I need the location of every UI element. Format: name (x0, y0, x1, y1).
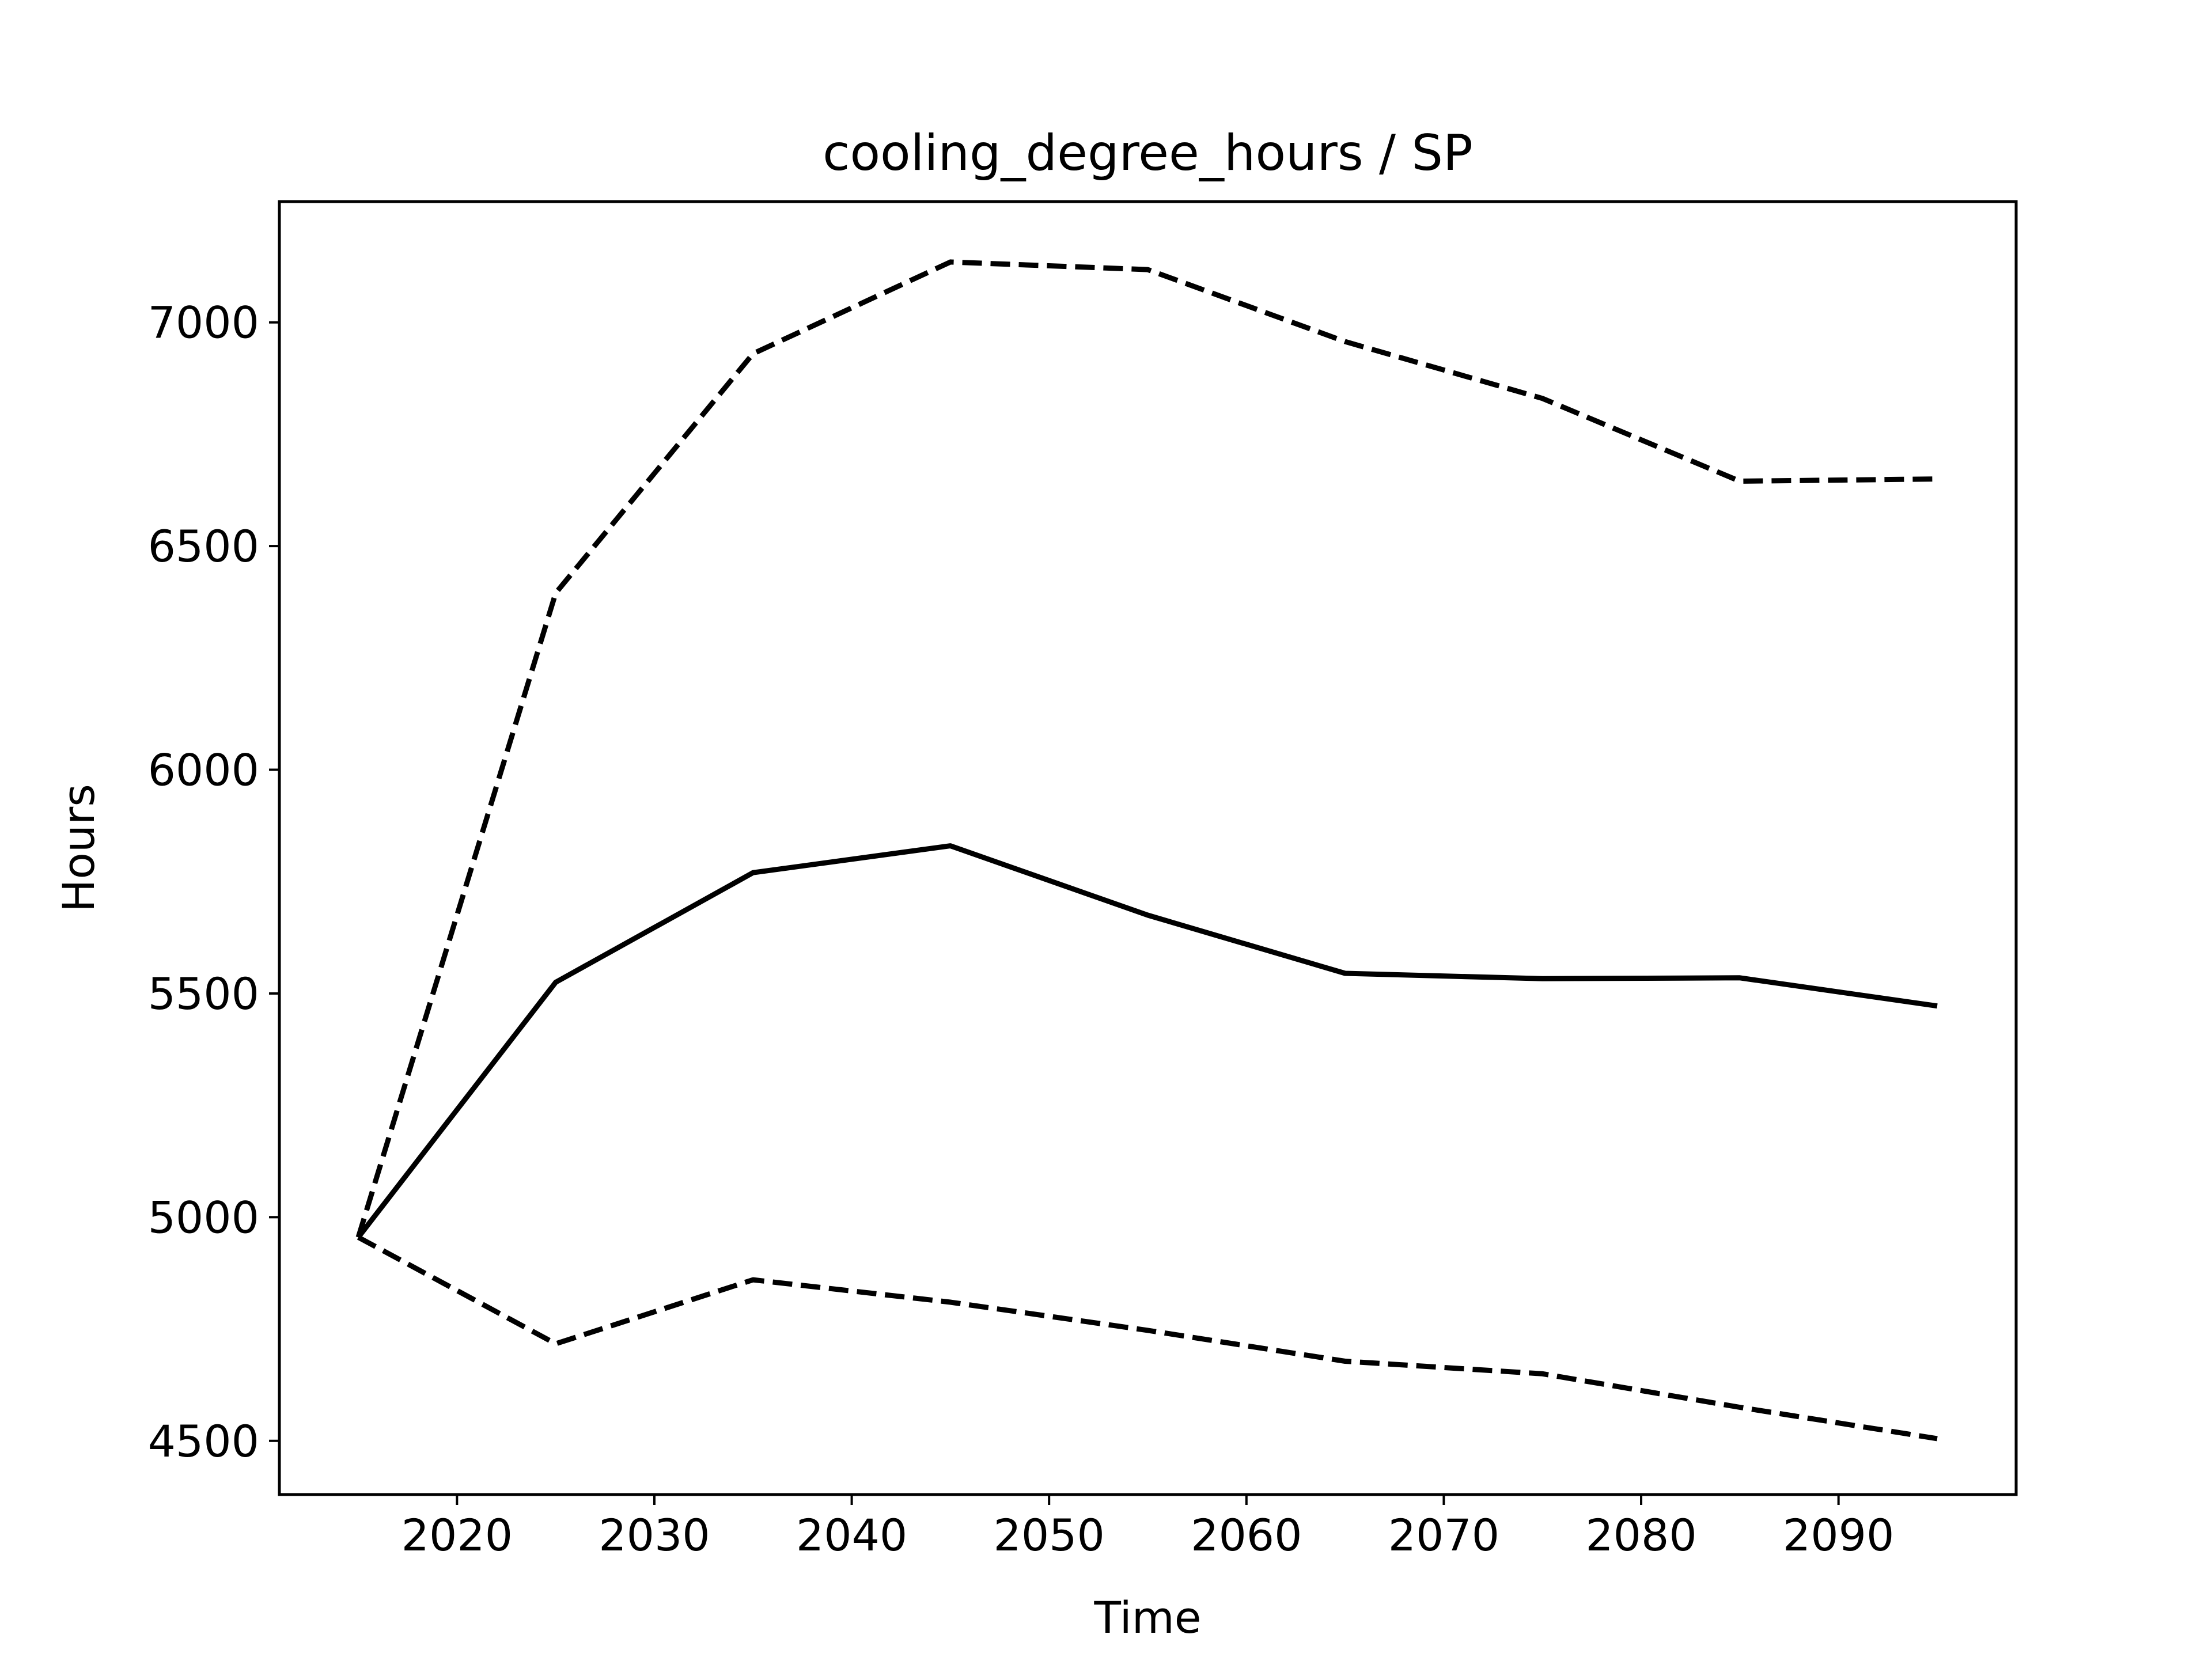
x-axis-label: Time (1094, 1592, 1202, 1643)
y-tick-label: 6500 (148, 521, 259, 572)
series-line-2-dashed (355, 259, 1938, 1238)
tick-layer: 2020 2030 2040 2050 2060 2070 2080 2090 4500 5000… (148, 297, 1895, 1561)
x-tick-label: 2070 (1388, 1510, 1499, 1561)
series-line-3-dashed (357, 1235, 1938, 1442)
x-tick-label: 2060 (1191, 1510, 1302, 1561)
y-axis-label: Hours (53, 784, 104, 912)
y-tick-label: 6000 (148, 745, 259, 796)
plot-frame (278, 200, 2018, 1496)
chart-title: cooling_degree_hours / SP (823, 124, 1473, 182)
y-tick-label: 7000 (148, 297, 259, 348)
x-tick-label: 2040 (796, 1510, 907, 1561)
series-layer (355, 259, 1938, 1442)
x-tick-label: 2020 (402, 1510, 513, 1561)
x-tick-label: 2030 (599, 1510, 710, 1561)
x-tick-label: 2080 (1585, 1510, 1696, 1561)
y-tick-label: 4500 (148, 1416, 259, 1467)
x-tick-label: 2090 (1783, 1510, 1894, 1561)
y-tick-label: 5500 (148, 968, 259, 1019)
y-tick-label: 5000 (148, 1192, 259, 1243)
x-tick-label: 2050 (993, 1510, 1104, 1561)
series-line-1-solid (356, 843, 1938, 1239)
